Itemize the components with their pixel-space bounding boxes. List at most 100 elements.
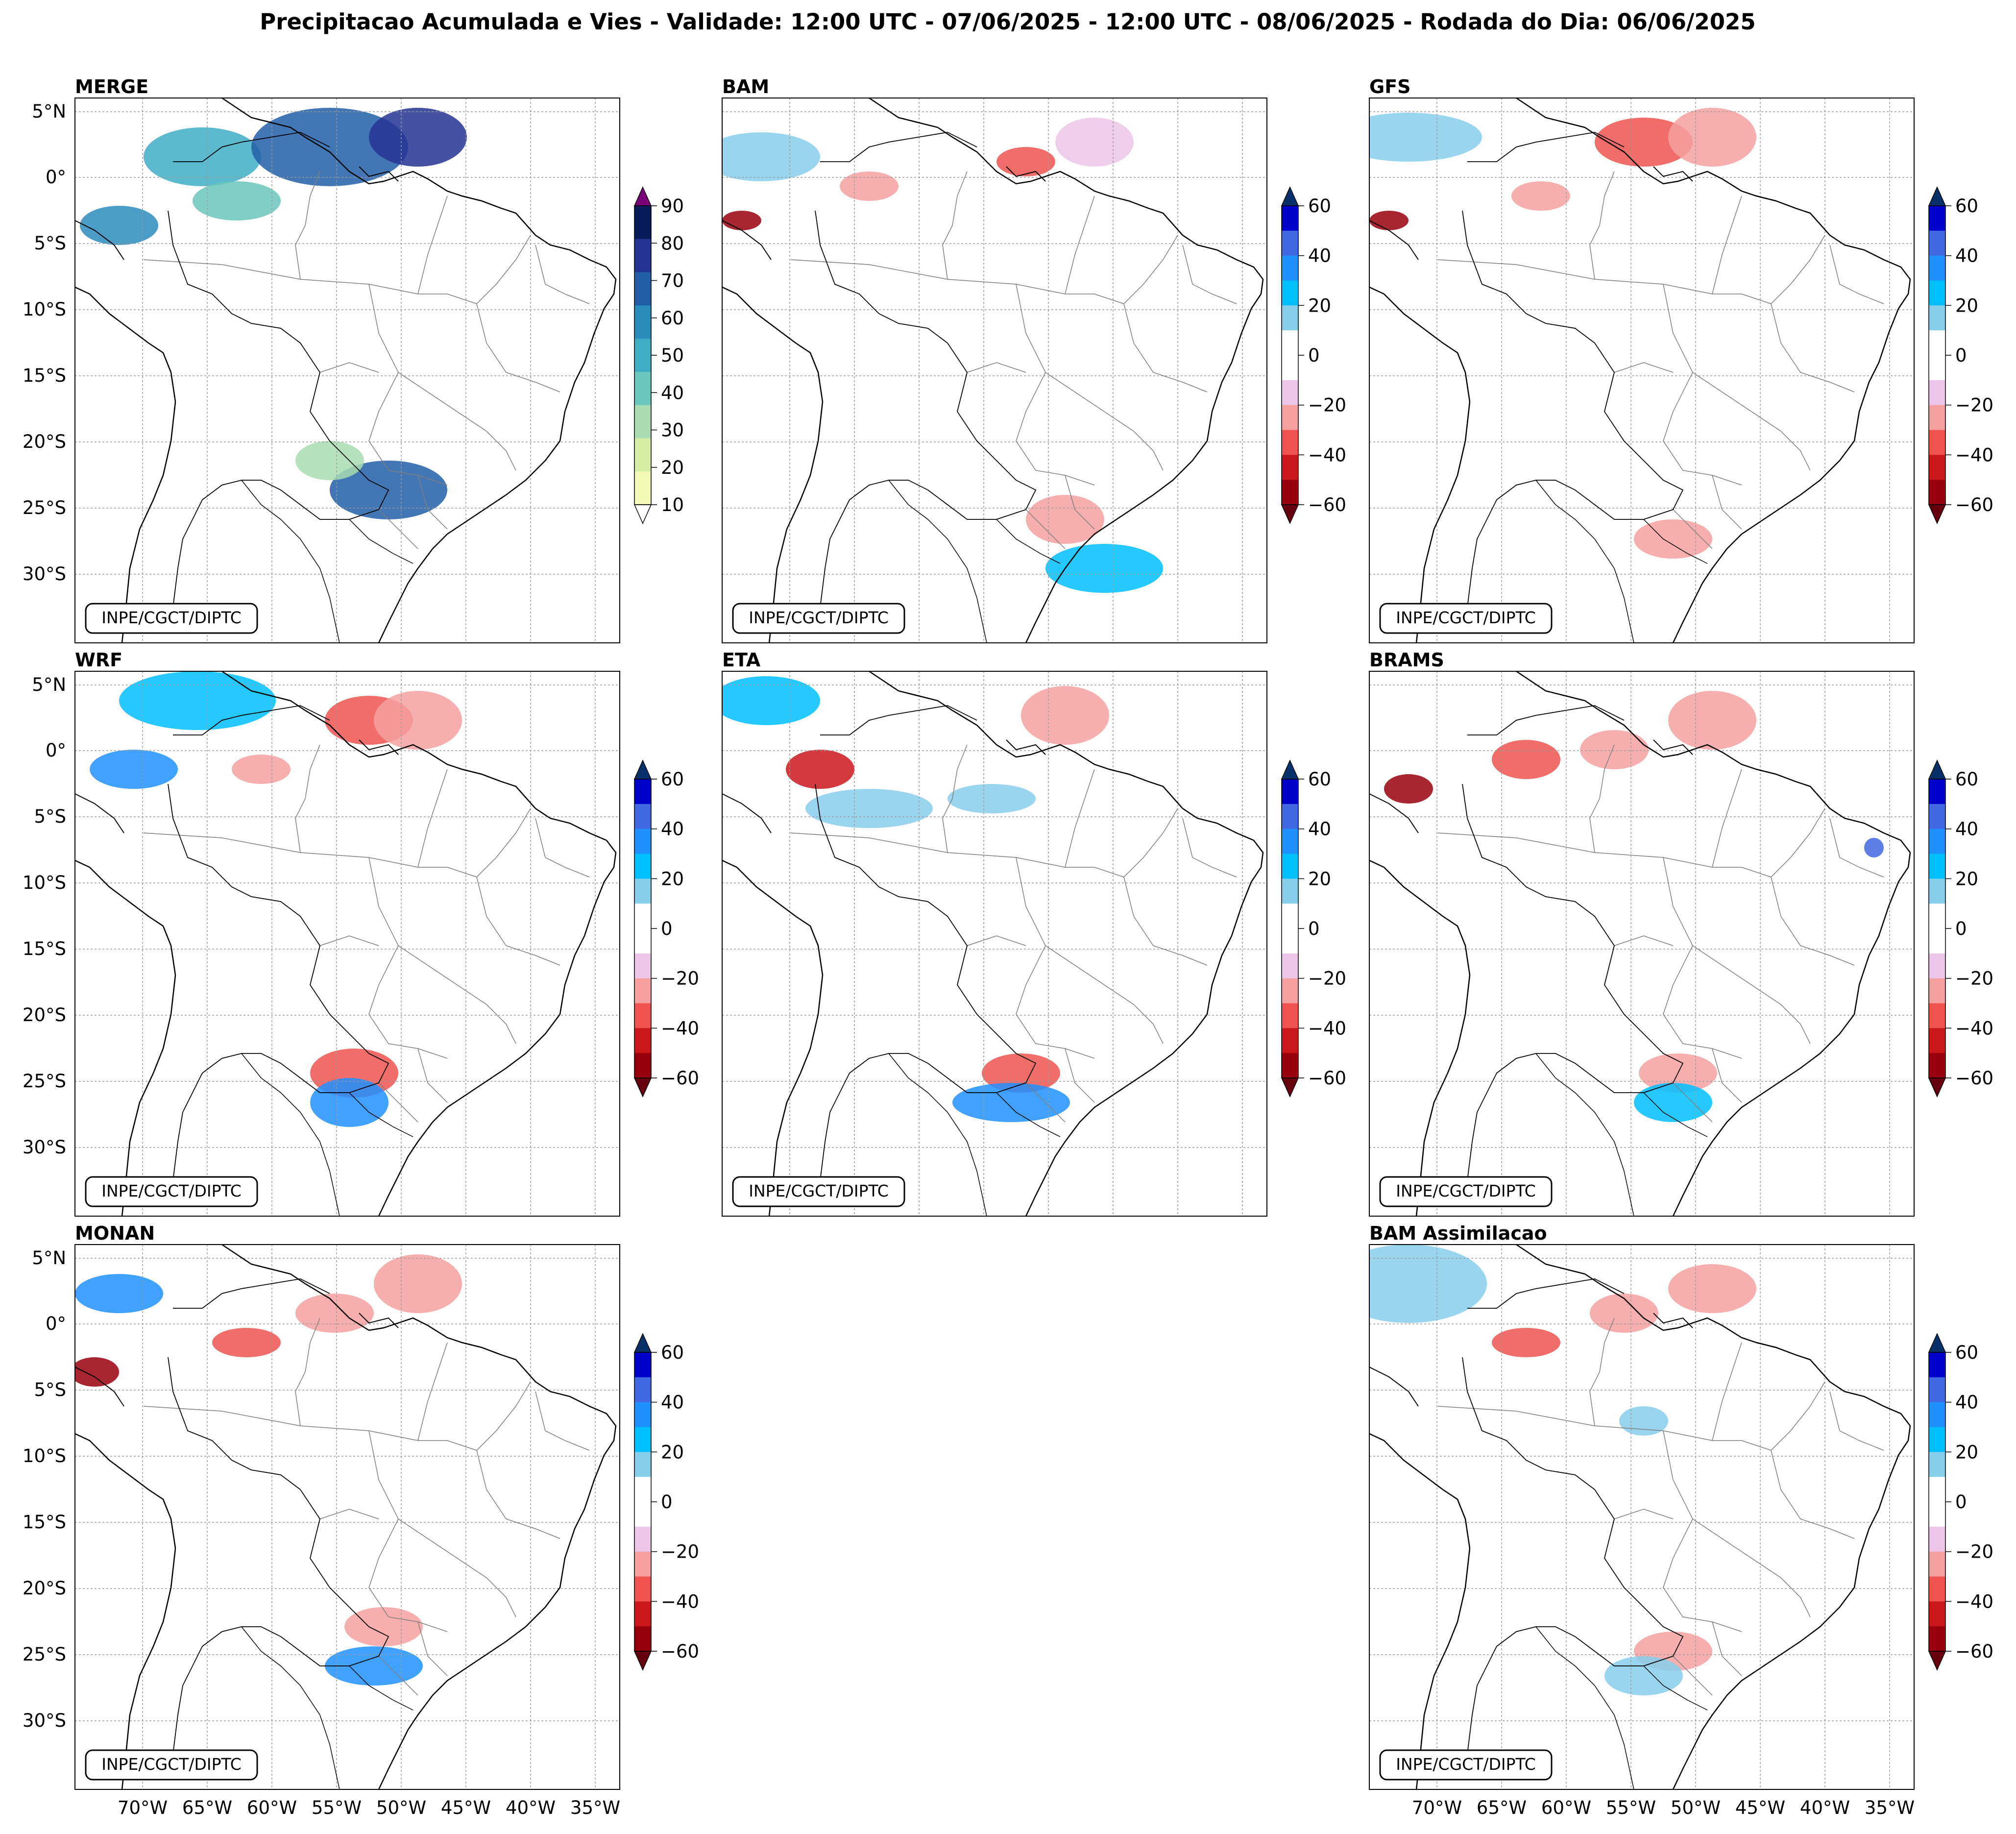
field-shading [982, 1053, 1060, 1093]
colorbar-segment [1282, 430, 1298, 455]
colorbar-segment [1282, 1053, 1298, 1078]
lon-label: 45°W [1735, 1797, 1785, 1818]
map-panel: BAM Assimilacao INPE/CGCT/DIPTC 70°W 65°W 60… [1369, 1223, 1993, 1818]
colorbar: 10 20 30 40 50 60 70 80 90 [633, 186, 684, 524]
colorbar-segment [634, 1601, 651, 1627]
colorbar-tick-label: 40 [1955, 819, 1978, 840]
credit-text: INPE/CGCT/DIPTC [1396, 1755, 1536, 1774]
colorbar-tick-label: 50 [661, 345, 684, 366]
colorbar-segment [1929, 380, 1945, 406]
field-shading [1580, 730, 1649, 769]
colorbar-tick-label: −60 [1955, 1641, 1993, 1662]
colorbar-segment [1929, 405, 1945, 430]
map-area [75, 671, 620, 1216]
colorbar-segment [1929, 1053, 1945, 1078]
colorbar: −60 −40 −20 0 20 40 60 [633, 1333, 699, 1671]
colorbar-segment [634, 953, 651, 979]
colorbar-segment [634, 1551, 651, 1577]
colorbar-tick-label: −60 [661, 1068, 699, 1089]
colorbar-tick-label: 20 [1308, 868, 1331, 889]
colorbar-segment [1282, 978, 1298, 1003]
colorbar-segment [1929, 330, 1945, 356]
lat-label: 30°S [23, 1137, 66, 1158]
field-shading [1668, 1264, 1756, 1313]
colorbar-segment [634, 1028, 651, 1053]
colorbar-extend-low [1928, 1651, 1946, 1671]
colorbar-tick-label: −60 [1955, 494, 1993, 515]
colorbar-segment [634, 804, 651, 830]
field-shading [310, 1078, 389, 1127]
field-shading [1590, 1294, 1658, 1333]
credit-text: INPE/CGCT/DIPTC [101, 608, 242, 627]
map-background [1369, 1245, 1914, 1789]
colorbar-tick-label: 40 [661, 819, 684, 840]
map-panel: BAM INPE/CGCT/DIPTC −60 −40 −20 0 20 40 60 [722, 76, 1346, 643]
colorbar-tick-label: −20 [661, 1541, 699, 1563]
credit-text: INPE/CGCT/DIPTC [101, 1755, 242, 1774]
map-area [1369, 1245, 1914, 1789]
colorbar-tick-label: −40 [1955, 1591, 1993, 1612]
field-shading [193, 181, 281, 220]
lon-label: 50°W [376, 1797, 426, 1818]
colorbar-segment [1929, 1402, 1945, 1427]
field-shading [374, 1254, 462, 1313]
colorbar-segment [634, 1576, 651, 1602]
colorbar-segment [1929, 854, 1945, 879]
map-area [722, 671, 1267, 1216]
colorbar-segment [1282, 480, 1298, 505]
map-area [1369, 98, 1914, 643]
map-panel: BRAMS INPE/CGCT/DIPTC −60 −40 −20 0 20 40 60 [1369, 649, 1993, 1217]
colorbar-segment [1282, 330, 1298, 356]
colorbar-segment [1929, 829, 1945, 854]
colorbar-segment [634, 438, 651, 472]
field-shading [1668, 691, 1756, 750]
colorbar: −60 −40 −20 0 20 40 60 [1928, 759, 1993, 1098]
colorbar-segment [634, 1402, 651, 1427]
colorbar-segment [1929, 1576, 1945, 1602]
colorbar-segment [634, 1452, 651, 1477]
field-shading [722, 211, 761, 230]
colorbar-tick-label: −40 [1955, 1018, 1993, 1039]
colorbar-segment [1929, 929, 1945, 954]
colorbar-segment [1929, 480, 1945, 505]
colorbar-tick-label: −20 [1308, 395, 1346, 416]
colorbar-segment [1929, 879, 1945, 904]
colorbar-segment [1282, 829, 1298, 854]
colorbar-tick-label: 60 [1308, 769, 1331, 790]
colorbar-tick-label: 20 [661, 868, 684, 889]
colorbar-tick-label: −60 [661, 1641, 699, 1662]
map-area [75, 1245, 620, 1789]
colorbar-segment [1282, 779, 1298, 805]
credit-box: INPE/CGCT/DIPTC [1379, 1749, 1553, 1781]
colorbar-segment [1929, 1477, 1945, 1502]
lat-label: 15°S [23, 365, 66, 386]
lat-label: 5°S [34, 806, 66, 827]
field-shading [1369, 1245, 1487, 1323]
credit-box: INPE/CGCT/DIPTC [1379, 603, 1553, 634]
credit-text: INPE/CGCT/DIPTC [1396, 1181, 1536, 1200]
colorbar-tick-label: 60 [1308, 196, 1331, 217]
colorbar-segment [1929, 1003, 1945, 1028]
lat-label: 15°S [23, 1512, 66, 1533]
lat-label: 10°S [23, 299, 66, 320]
colorbar-tick-label: 0 [1955, 1492, 1967, 1513]
colorbar-tick-label: 60 [1955, 769, 1978, 790]
credit-text: INPE/CGCT/DIPTC [749, 608, 889, 627]
colorbar-tick-label: 20 [1308, 295, 1331, 316]
colorbar-segment [634, 829, 651, 854]
colorbar-segment [634, 1477, 651, 1502]
credit-box: INPE/CGCT/DIPTC [732, 603, 905, 634]
field-shading [295, 441, 364, 480]
colorbar-segment [634, 305, 651, 339]
credit-box: INPE/CGCT/DIPTC [732, 1176, 905, 1207]
map-background [722, 98, 1267, 643]
field-shading [722, 676, 820, 725]
lon-label: 55°W [1606, 1797, 1656, 1818]
colorbar-segment [1282, 355, 1298, 381]
map-frame [1369, 671, 1915, 1217]
colorbar-segment [1282, 1028, 1298, 1053]
field-shading [1619, 1406, 1668, 1436]
colorbar-tick-label: −60 [1308, 494, 1346, 515]
colorbar-extend-low [633, 1651, 652, 1671]
